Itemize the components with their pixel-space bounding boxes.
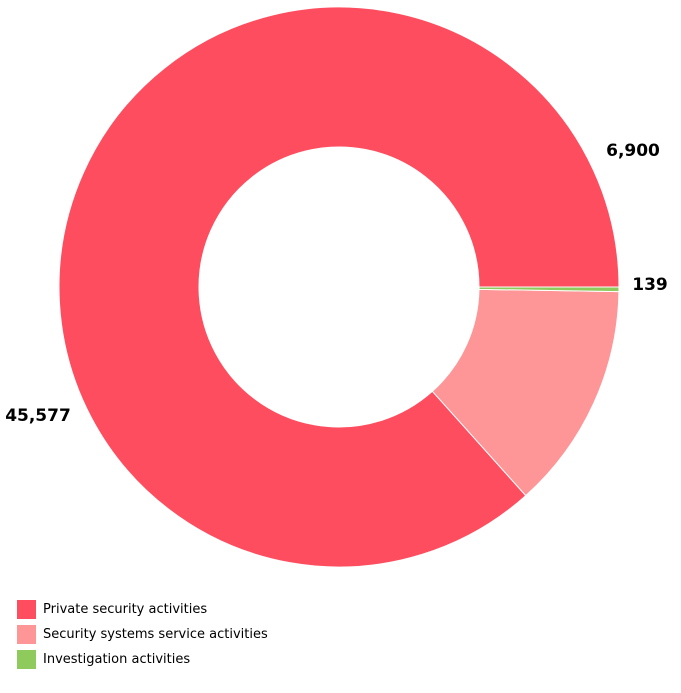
legend-swatch <box>17 599 36 619</box>
legend-label: Security systems service activities <box>43 626 268 642</box>
data-label-investigation: 139 <box>632 275 668 295</box>
donut-slices <box>58 6 620 568</box>
data-label-security-systems: 6,900 <box>606 141 660 161</box>
legend: Private security activities Security sys… <box>17 598 268 673</box>
legend-swatch <box>17 624 36 644</box>
legend-label: Investigation activities <box>43 651 191 667</box>
data-label-private-security: 45,577 <box>5 406 71 426</box>
legend-swatch <box>17 649 36 669</box>
legend-item-investigation: Investigation activities <box>17 648 268 670</box>
slice-security-systems <box>431 288 620 497</box>
legend-item-security-systems: Security systems service activities <box>17 623 268 645</box>
slice-private-security <box>58 6 620 568</box>
legend-label: Private security activities <box>43 601 208 617</box>
data-labels: 45,577 6,900 139 <box>5 141 668 426</box>
legend-item-private-security: Private security activities <box>17 598 268 620</box>
donut-chart: 45,577 6,900 139 <box>5 6 668 568</box>
slice-investigation <box>478 286 620 293</box>
